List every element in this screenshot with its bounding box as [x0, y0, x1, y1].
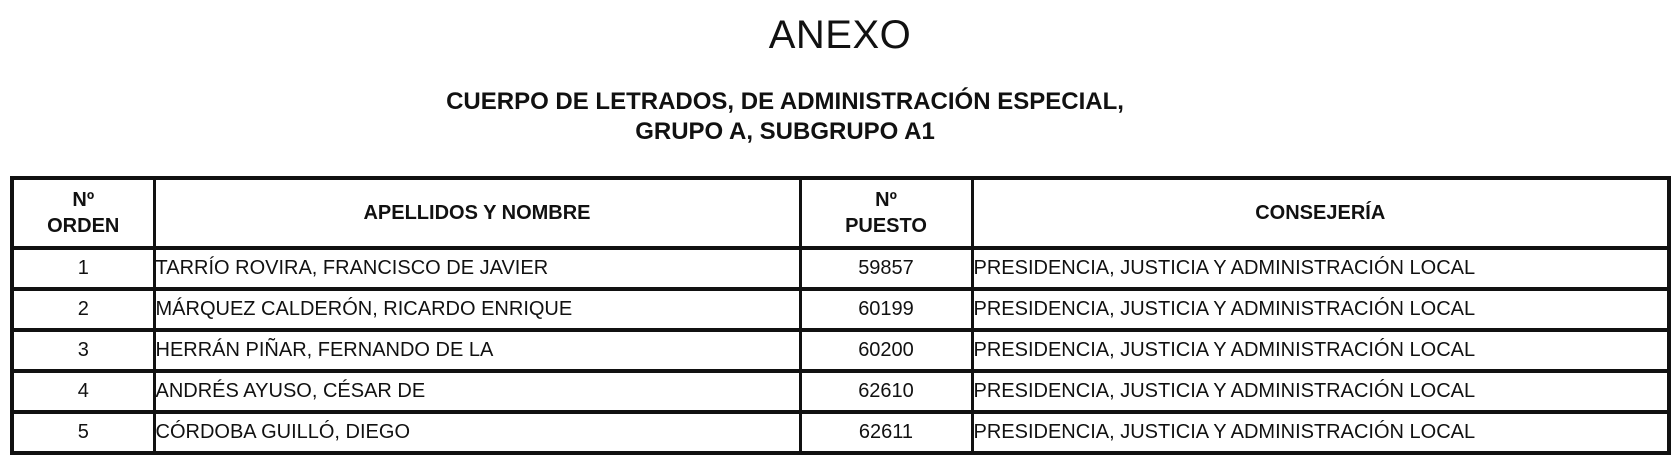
table-row: 4 ANDRÉS AYUSO, CÉSAR DE 62610 PRESIDENC… [10, 369, 1671, 414]
cell-consejeria: PRESIDENCIA, JUSTICIA Y ADMINISTRACIÓN L… [970, 246, 1671, 291]
cell-puesto: 62611 [798, 410, 974, 455]
subtitle-line-1: CUERPO DE LETRADOS, DE ADMINISTRACIÓN ES… [446, 88, 1124, 115]
cell-nombre: MÁRQUEZ CALDERÓN, RICARDO ENRIQUE [152, 287, 802, 332]
cell-orden: 4 [10, 369, 156, 414]
cell-puesto: 59857 [798, 246, 974, 291]
cell-puesto: 60199 [798, 287, 974, 332]
anexo-table: Nº ORDEN APELLIDOS Y NOMBRE Nº PUESTO CO… [10, 176, 1671, 455]
header-orden-line2: ORDEN [47, 215, 120, 237]
cell-orden: 5 [10, 410, 156, 455]
cell-nombre: HERRÁN PIÑAR, FERNANDO DE LA [152, 328, 802, 373]
header-puesto-line2: PUESTO [845, 215, 927, 237]
cell-consejeria: PRESIDENCIA, JUSTICIA Y ADMINISTRACIÓN L… [970, 287, 1671, 332]
cell-orden: 2 [10, 287, 156, 332]
subtitle-line-2: GRUPO A, SUBGRUPO A1 [635, 118, 935, 145]
cell-orden: 3 [10, 328, 156, 373]
header-consejeria: CONSEJERÍA [970, 176, 1671, 250]
cell-consejeria: PRESIDENCIA, JUSTICIA Y ADMINISTRACIÓN L… [970, 328, 1671, 373]
header-orden: Nº ORDEN [10, 176, 156, 250]
cell-puesto: 62610 [798, 369, 974, 414]
header-orden-line1: Nº [72, 189, 95, 211]
cell-consejeria: PRESIDENCIA, JUSTICIA Y ADMINISTRACIÓN L… [970, 369, 1671, 414]
cell-puesto: 60200 [798, 328, 974, 373]
table-row: 5 CÓRDOBA GUILLÓ, DIEGO 62611 PRESIDENCI… [10, 410, 1671, 455]
cell-orden: 1 [10, 246, 156, 291]
table-row: 1 TARRÍO ROVIRA, FRANCISCO DE JAVIER 598… [10, 246, 1671, 291]
cell-nombre: TARRÍO ROVIRA, FRANCISCO DE JAVIER [152, 246, 802, 291]
cell-nombre: ANDRÉS AYUSO, CÉSAR DE [152, 369, 802, 414]
table-row: 2 MÁRQUEZ CALDERÓN, RICARDO ENRIQUE 6019… [10, 287, 1671, 332]
header-puesto-line1: Nº [875, 189, 897, 211]
table-header-row: Nº ORDEN APELLIDOS Y NOMBRE Nº PUESTO CO… [10, 176, 1671, 250]
cell-nombre: CÓRDOBA GUILLÓ, DIEGO [152, 410, 802, 455]
header-puesto: Nº PUESTO [798, 176, 974, 250]
table-row: 3 HERRÁN PIÑAR, FERNANDO DE LA 60200 PRE… [10, 328, 1671, 373]
page-subtitle: CUERPO DE LETRADOS, DE ADMINISTRACIÓN ES… [0, 87, 1570, 147]
header-nombre: APELLIDOS Y NOMBRE [152, 176, 802, 250]
page-title: ANEXO [768, 13, 912, 57]
cell-consejeria: PRESIDENCIA, JUSTICIA Y ADMINISTRACIÓN L… [970, 410, 1671, 455]
